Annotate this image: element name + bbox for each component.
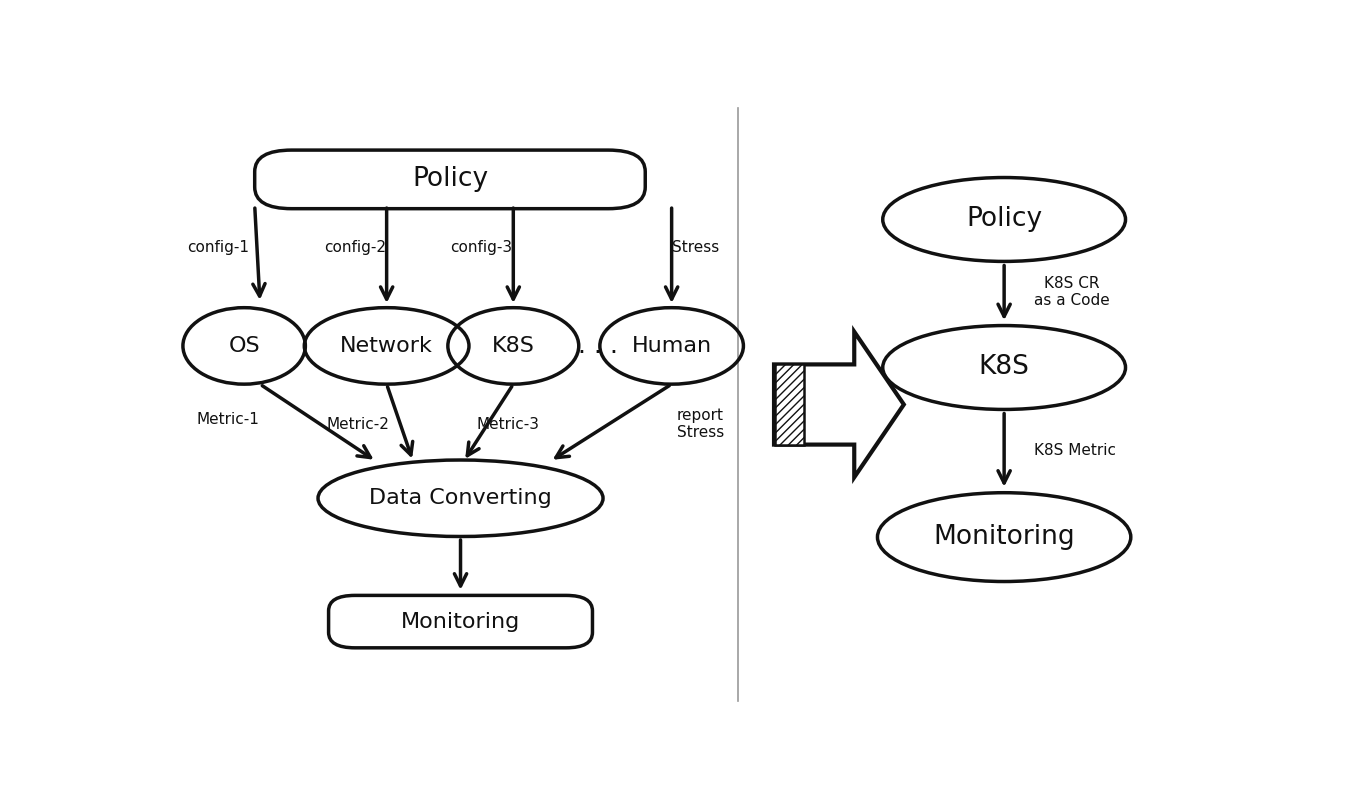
Text: Metric-1: Metric-1 (197, 413, 260, 428)
Text: Policy: Policy (411, 167, 488, 192)
Polygon shape (774, 332, 904, 477)
Text: config-1: config-1 (187, 239, 249, 255)
Text: Data Converting: Data Converting (369, 489, 552, 509)
Text: Metric-2: Metric-2 (327, 417, 390, 432)
Text: K8S: K8S (979, 355, 1030, 380)
Text: Network: Network (340, 336, 433, 356)
Text: config-3: config-3 (451, 239, 512, 255)
Text: K8S CR
as a Code: K8S CR as a Code (1034, 276, 1110, 308)
Text: K8S: K8S (492, 336, 535, 356)
Text: OS: OS (229, 336, 260, 356)
Text: Stress: Stress (673, 239, 719, 255)
Text: config-2: config-2 (324, 239, 385, 255)
Text: K8S Metric: K8S Metric (1034, 443, 1115, 457)
Text: . . .: . . . (577, 334, 618, 358)
Text: Policy: Policy (966, 207, 1042, 232)
Text: Monitoring: Monitoring (933, 524, 1075, 550)
Text: Human: Human (632, 336, 712, 356)
Text: Monitoring: Monitoring (400, 612, 520, 632)
Polygon shape (775, 364, 804, 445)
Text: Metric-3: Metric-3 (477, 417, 539, 432)
Text: report
Stress: report Stress (677, 408, 723, 441)
